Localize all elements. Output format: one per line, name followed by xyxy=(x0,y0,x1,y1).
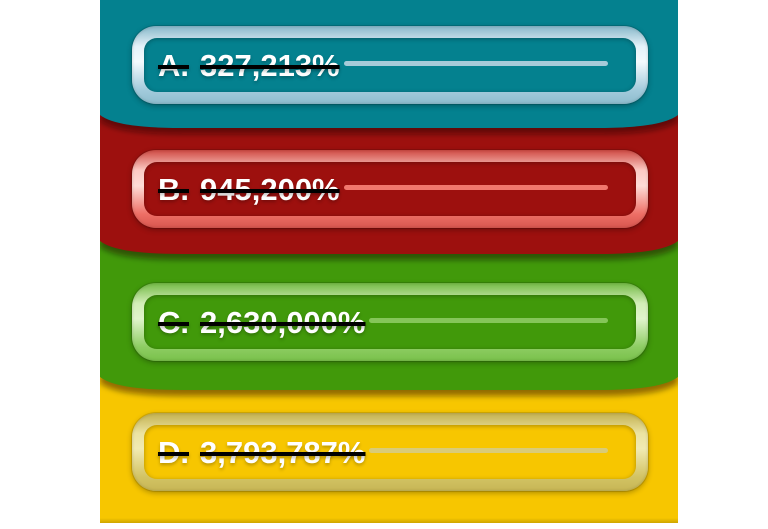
answer-option-b[interactable]: B. 945,200% xyxy=(132,150,648,228)
answer-trailing-line-b xyxy=(343,184,608,190)
answer-label-a: A. xyxy=(158,47,189,83)
answer-trailing-line-d xyxy=(369,447,608,453)
answer-value-a: 327,213% xyxy=(200,47,340,83)
answer-option-c-face: C. 2,630,000% xyxy=(144,295,636,349)
answer-trailing-line-a xyxy=(343,60,608,66)
answer-text-c: C. 2,630,000% xyxy=(158,307,365,338)
answer-option-a-face: A. 327,213% xyxy=(144,38,636,92)
answer-text-a: A. 327,213% xyxy=(158,50,340,81)
band-seam-wave xyxy=(100,375,678,396)
answer-option-d-face: D. 3,793,787% xyxy=(144,425,636,479)
answer-value-b: 945,200% xyxy=(200,171,340,207)
answer-trailing-line-c xyxy=(369,317,608,323)
answer-option-d[interactable]: D. 3,793,787% xyxy=(132,413,648,491)
answer-value-d: 3,793,787% xyxy=(200,434,366,470)
answer-option-b-face: B. 945,200% xyxy=(144,162,636,216)
answer-value-c: 2,630,000% xyxy=(200,304,366,340)
answer-text-b: B. 945,200% xyxy=(158,174,340,205)
answer-option-c[interactable]: C. 2,630,000% xyxy=(132,283,648,361)
answer-label-c: C. xyxy=(158,304,189,340)
answer-text-d: D. 3,793,787% xyxy=(158,437,365,468)
answer-option-a[interactable]: A. 327,213% xyxy=(132,26,648,104)
band-seam-wave xyxy=(100,239,678,260)
answer-label-d: D. xyxy=(158,434,189,470)
answer-label-b: B. xyxy=(158,171,189,207)
band-seam-wave xyxy=(100,113,678,134)
